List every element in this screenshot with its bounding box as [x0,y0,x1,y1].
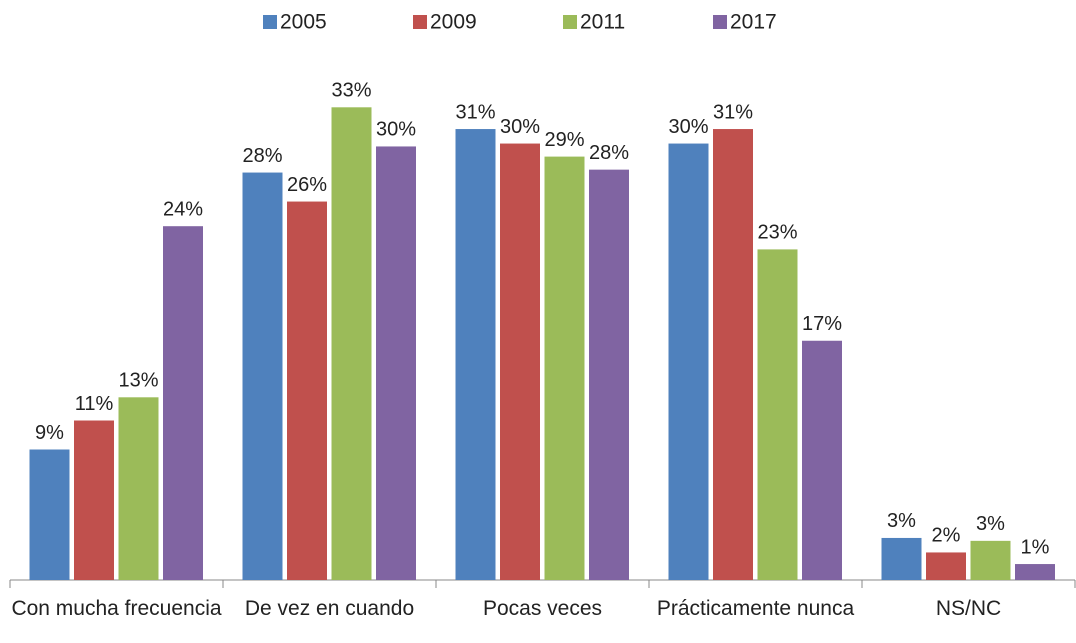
bar [29,449,70,580]
x-tick-label: De vez en cuando [244,597,415,620]
bar [589,169,629,580]
bar [376,146,416,580]
x-tick-label: Prácticamente nunca [656,597,855,620]
legend-swatch [413,15,427,29]
legend-label: 2011 [580,11,625,34]
bar [163,226,203,580]
value-label: 30% [668,116,708,138]
bar [544,156,585,580]
bar [881,537,922,580]
bar [118,397,159,580]
bar [757,249,798,580]
value-label: 30% [376,119,416,141]
bar [500,143,540,581]
bar [713,129,753,581]
legend-swatch [263,15,277,29]
value-label: 28% [589,142,629,164]
value-label: 3% [887,510,916,532]
legend-label: 2009 [430,11,477,34]
value-label: 13% [118,370,158,392]
bar [74,420,114,580]
legend-label: 2005 [280,11,327,34]
x-tick-label: NS/NC [935,597,1002,620]
value-label: 31% [455,101,495,123]
value-label: 17% [802,313,842,335]
value-label: 2% [932,525,961,547]
value-label: 33% [331,80,371,102]
value-label: 28% [242,145,282,167]
value-label: 23% [757,222,797,244]
bar [668,143,709,581]
bar [287,201,327,581]
bar [1015,564,1055,580]
bar [455,129,496,581]
value-label: 26% [287,174,327,196]
legend-swatch [713,15,727,29]
value-label: 9% [35,422,64,444]
legend-swatch [563,15,577,29]
bar [802,340,842,580]
bar [331,107,372,581]
value-label: 24% [163,198,203,220]
value-label: 29% [544,129,584,151]
value-label: 11% [75,393,114,415]
value-label: 1% [1021,536,1050,558]
value-label: 31% [713,101,753,123]
bar [242,172,283,581]
bar [970,540,1011,580]
legend-label: 2017 [730,11,777,34]
value-label: 30% [500,116,540,138]
bar [926,552,966,580]
x-tick-label: Con mucha frecuencia [11,597,222,620]
value-label: 3% [976,513,1005,535]
x-tick-label: Pocas veces [482,597,603,620]
